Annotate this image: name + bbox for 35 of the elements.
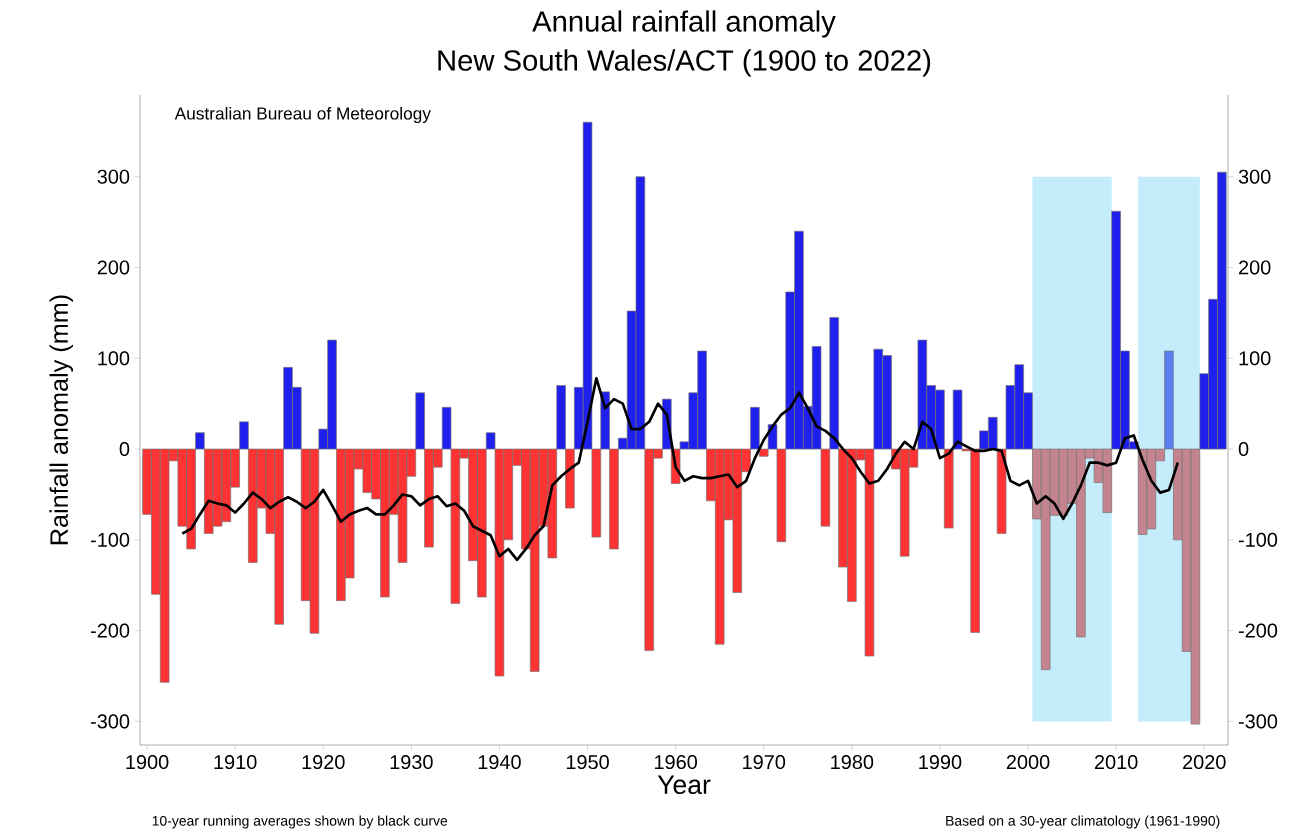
chart-title: Annual rainfall anomaly (532, 10, 836, 38)
x-tick-label: 2020 (1183, 755, 1226, 770)
x-tick-label: 1930 (390, 755, 433, 770)
y-tick-label: -200 (90, 623, 130, 638)
x-tick-label: 1980 (831, 755, 874, 770)
y2-tick-label: -300 (1238, 714, 1278, 729)
x-tick-label: 1960 (655, 755, 697, 770)
x-tick-label: 2010 (1094, 755, 1138, 770)
x-axis-title: Year (657, 775, 711, 795)
line-series (180, 376, 1180, 562)
y-axis-title: Rainfall anomaly (mm) (49, 295, 74, 545)
chart-subtitle: New South Wales/ACT (1900 to 2022) (438, 49, 931, 77)
y2-tick-label: -200 (1238, 623, 1278, 638)
x-tick-label: 1900 (126, 755, 169, 770)
y2-tick-label: -100 (1238, 532, 1278, 547)
text: 10-year running averages shown by black curve (152, 815, 448, 829)
text: Based on a 30-year climatology (1961-1990) (946, 815, 1220, 829)
y-tick-label: -300 (90, 714, 130, 729)
y2-tick-label: 100 (1239, 351, 1271, 366)
y-tick-label: 0 (119, 441, 130, 457)
y2-tick-label: 300 (1238, 169, 1271, 184)
x-tick-label: 1990 (919, 755, 962, 770)
x-tick-label: 2000 (1006, 755, 1050, 770)
x-tick-label: 1950 (566, 755, 609, 770)
x-tick-label: 1940 (478, 755, 521, 770)
x-tick-label: 1910 (214, 755, 257, 770)
x-tick-label: 1970 (743, 755, 786, 770)
y-tick-label: 200 (97, 260, 130, 275)
y-tick-label: -100 (90, 532, 130, 547)
y-tick-label: 100 (98, 351, 130, 366)
y-tick-label: 300 (97, 169, 130, 184)
x-tick-label: 1920 (302, 755, 345, 770)
annotation: Australian Bureau of Meteorology (174, 106, 431, 124)
y2-tick-label: 0 (1238, 441, 1249, 457)
y2-tick-label: 200 (1239, 260, 1271, 275)
